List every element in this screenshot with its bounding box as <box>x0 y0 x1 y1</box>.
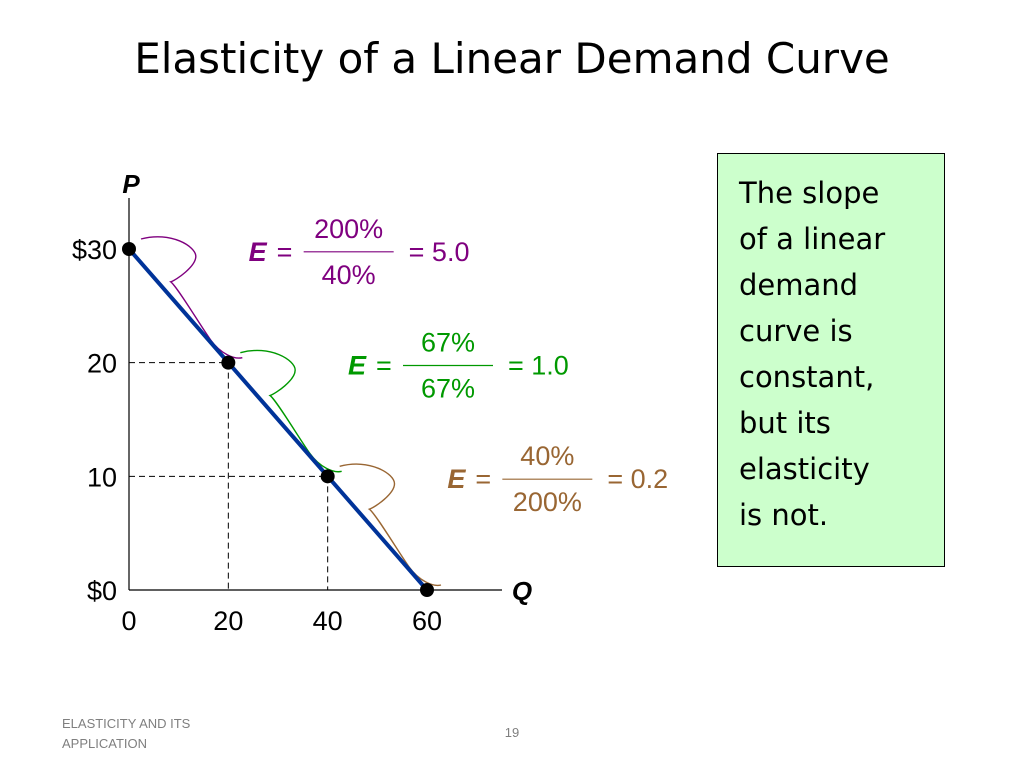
x-tick-label: 40 <box>313 606 343 636</box>
denominator: 67% <box>421 374 475 404</box>
elasticity-symbol: E <box>249 237 268 267</box>
equals-sign: = <box>475 464 491 494</box>
y-tick-label: $0 <box>87 576 117 606</box>
y-tick-label: 20 <box>87 349 117 379</box>
equals-sign: = <box>376 351 392 381</box>
page-number: 19 <box>504 725 520 740</box>
footer-line: APPLICATION <box>62 736 148 751</box>
x-axis-label: Q <box>512 576 532 606</box>
note-line: is not. <box>739 498 829 532</box>
x-tick-label: 60 <box>412 606 442 636</box>
elasticity-formula-2: E = 67% 67% = 1.0 <box>348 328 569 404</box>
footer-text: ELASTICITY AND ITS APPLICATION <box>62 714 222 754</box>
note-line: curve is <box>739 314 853 348</box>
slide-title: Elasticity of a Linear Demand Curve <box>134 34 890 83</box>
numerator: 200% <box>314 214 383 244</box>
note-box: The slope of a linear demand curve is co… <box>717 153 945 567</box>
note-line: demand <box>739 268 859 302</box>
note-line: of a linear <box>739 222 886 256</box>
demand-curve <box>127 247 429 592</box>
note-line: constant, <box>739 360 875 394</box>
data-point <box>420 583 434 597</box>
elasticity-result: = 5.0 <box>409 237 470 267</box>
denominator: 200% <box>513 487 582 517</box>
x-tick-label: 20 <box>213 606 243 636</box>
x-tick-label: 0 <box>121 606 136 636</box>
elasticity-symbol: E <box>447 464 466 494</box>
brace-1 <box>140 236 243 359</box>
numerator: 67% <box>421 328 475 358</box>
y-tick-label: 10 <box>87 462 117 492</box>
y-axis-label: P <box>122 169 140 199</box>
brace-3 <box>339 463 442 587</box>
numerator: 40% <box>520 441 574 471</box>
y-tick-label: $30 <box>72 235 117 265</box>
footer-line: ELASTICITY AND ITS <box>62 716 191 731</box>
note-line: The slope <box>739 176 880 210</box>
elasticity-formula-1: E = 200% 40% = 5.0 <box>249 214 470 290</box>
data-point <box>320 469 335 484</box>
elasticity-result: = 0.2 <box>607 464 668 494</box>
dashed-guides <box>129 362 329 590</box>
note-line: elasticity <box>739 452 870 486</box>
brace-2 <box>240 349 342 473</box>
equals-sign: = <box>277 237 293 267</box>
data-point <box>122 242 136 256</box>
note-line: but its <box>739 406 831 440</box>
denominator: 40% <box>322 260 376 290</box>
elasticity-result: = 1.0 <box>508 351 569 381</box>
elasticity-symbol: E <box>348 351 367 381</box>
elasticity-formula-3: E = 40% 200% = 0.2 <box>447 441 668 517</box>
data-point <box>221 355 236 370</box>
